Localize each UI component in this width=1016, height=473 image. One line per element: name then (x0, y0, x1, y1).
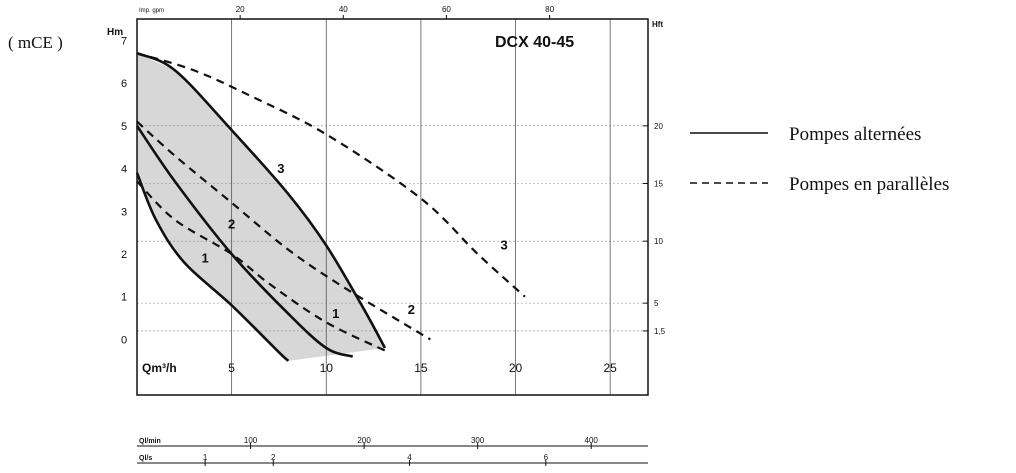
x-tick-label: 10 (320, 361, 334, 375)
top-tick-label: 40 (339, 5, 348, 14)
curve-label: 1 (202, 251, 209, 266)
top-tick-label: 60 (442, 5, 451, 14)
curve-solid-3 (136, 51, 387, 349)
curve-label: 2 (408, 302, 415, 317)
y-tick-label: 2 (121, 249, 127, 261)
y-tick-label: 1 (121, 292, 127, 304)
curve-dashed-2 (136, 120, 431, 341)
legend-dashed-label: Pompes en parallèles (789, 174, 949, 195)
right-tick-label: 5 (654, 299, 659, 308)
bottom-axis-label: Ql/s (139, 455, 152, 462)
right-tick-label: 15 (654, 180, 663, 189)
y-tick-label: 3 (121, 206, 127, 218)
y-tick-label: 0 (121, 334, 127, 346)
bottom-axis-tick-label: 2 (271, 453, 276, 462)
curve-label: 2 (228, 216, 235, 231)
plot-frame (136, 18, 649, 396)
curve-label: 1 (332, 306, 339, 321)
bottom-axis-tick-label: 200 (357, 436, 371, 445)
operating-range-shading (137, 53, 385, 361)
curve-label: 3 (501, 238, 508, 253)
operating-range-area (137, 53, 385, 361)
y-tick-label: 4 (121, 164, 127, 176)
curve-solid-1 (135, 172, 290, 362)
bottom-axis-tick-label: 4 (407, 453, 412, 462)
y-tick-label: 7 (121, 35, 127, 47)
right-tick-label: 20 (654, 122, 663, 131)
legend: Pompes alternées Pompes en parallèles (690, 124, 949, 195)
bottom-axis-tick-label: 100 (244, 436, 258, 445)
top-tick-label: 20 (236, 5, 245, 14)
right-axis-label: Hft (652, 20, 663, 29)
right-tick-label: 10 (654, 237, 663, 246)
curve-dashed-3 (136, 52, 526, 298)
x-tick-label: 5 (228, 361, 235, 375)
y-tick-label: 5 (121, 121, 127, 133)
curves (135, 51, 526, 362)
bottom-axis-tick-label: 300 (471, 436, 485, 445)
top-tick-label: Imp. gpm (139, 8, 164, 14)
curve-labels: 1 2 3 1 2 3 (202, 161, 508, 321)
curve-label: 3 (277, 161, 284, 176)
x-axis-label: Qm³/h (142, 361, 177, 375)
x-tick-label: 20 (509, 361, 523, 375)
x-tick-label: 15 (414, 361, 428, 375)
bottom-axis-tick-label: 6 (544, 453, 549, 462)
y-axis-label: Hm (107, 27, 123, 38)
bottom-axis-tick-label: 400 (585, 436, 599, 445)
bottom-axis-tick-label: 1 (203, 453, 208, 462)
curve-dashed-1 (136, 180, 390, 354)
chart-title: DCX 40-45 (495, 34, 574, 51)
legend-solid-label: Pompes alternées (789, 124, 921, 145)
unit-label: ( mCE ) (8, 33, 63, 52)
axes: 0 1 2 3 4 5 6 7 5 10 15 20 25 1,5 5 10 15 20 Imp. gpm 20 40 6… (121, 5, 666, 466)
y-tick-label: 6 (121, 78, 127, 90)
x-tick-label: 25 (603, 361, 617, 375)
right-tick-label: 1,5 (654, 327, 666, 336)
bottom-axis-label: Ql/min (139, 438, 161, 445)
curve-solid-2 (135, 125, 354, 358)
grid (137, 19, 648, 395)
top-tick-label: 80 (545, 5, 554, 14)
